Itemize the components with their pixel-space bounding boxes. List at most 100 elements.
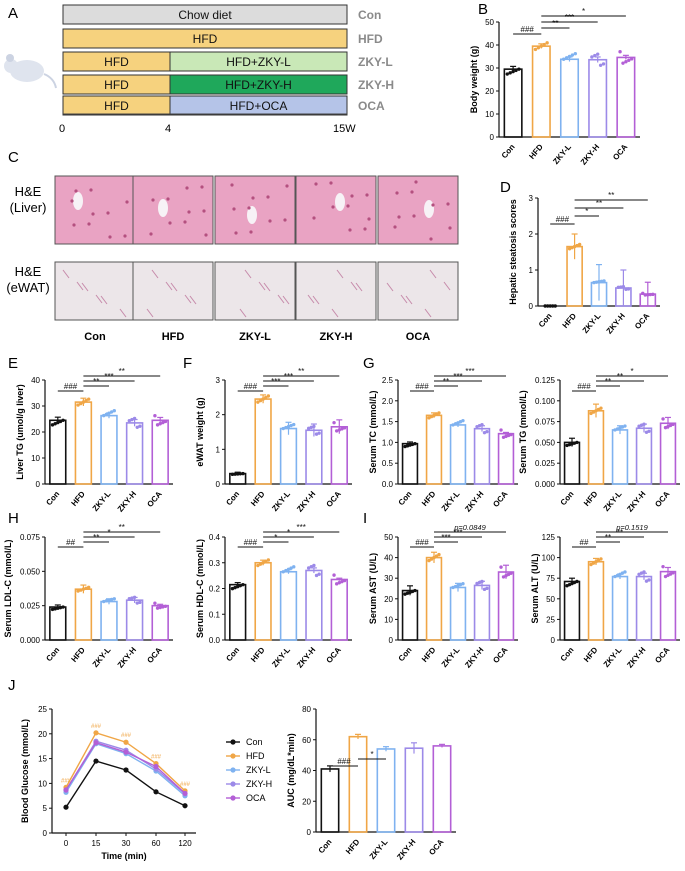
histo-adipocyte-wall <box>277 294 285 304</box>
y-tick-label: 20 <box>31 428 40 437</box>
x-tick-label: OCA <box>633 311 651 331</box>
histo-nucleus <box>414 180 418 184</box>
bar <box>401 442 419 485</box>
data-point <box>241 471 245 476</box>
data-point <box>533 47 538 52</box>
data-point <box>261 561 265 565</box>
data-point <box>50 423 55 427</box>
data-point <box>616 285 621 290</box>
histo-adipocyte-wall <box>146 308 154 318</box>
data-point <box>543 304 547 308</box>
x-tick-label: ZKY-H <box>116 645 138 669</box>
data-point <box>238 583 243 588</box>
data-point <box>545 41 549 45</box>
data-point <box>624 287 628 291</box>
bar <box>473 584 491 641</box>
significance-label: * <box>582 7 585 16</box>
histo-col-label: ZKY-H <box>320 331 353 343</box>
bar <box>616 56 636 138</box>
x-tick-label: ZKY-H <box>295 489 317 513</box>
significance-label: ### <box>521 25 535 34</box>
histo-nucleus <box>312 216 316 220</box>
glucose-significance-label: ### <box>151 755 162 761</box>
design-tick-4: 4 <box>165 123 171 135</box>
data-point <box>591 561 596 565</box>
histo-nucleus <box>363 227 367 231</box>
bar <box>348 735 368 833</box>
histo-adipocyte-wall <box>312 295 320 305</box>
bar <box>659 422 677 485</box>
histo-adipocyte-wall <box>184 294 192 304</box>
data-point <box>340 427 344 431</box>
histo-nucleus <box>365 193 369 197</box>
bar <box>100 414 118 485</box>
data-point <box>56 606 60 610</box>
histo-image-liver <box>54 175 136 245</box>
data-point <box>567 54 572 59</box>
data-point <box>286 567 291 572</box>
histo-col-label: ZKY-L <box>239 331 271 343</box>
series-point <box>153 763 159 770</box>
data-point <box>575 579 579 584</box>
chart-b: 0 10 20 30 40 50 Body weight (g) Con HFD ZKY-L ZKY… <box>469 7 640 167</box>
data-point <box>334 429 339 433</box>
x-tick-label: Con <box>397 489 414 507</box>
y-tick-label: 15 <box>38 755 47 764</box>
design-group-label: ZKY-L <box>358 55 393 69</box>
significance-label: p=0.0849 <box>453 523 486 532</box>
data-point <box>570 53 575 57</box>
histo-nucleus <box>283 218 287 222</box>
x-tick-label: ZKY-L <box>270 489 292 513</box>
y-tick-label: 125 <box>542 533 556 542</box>
data-point <box>434 554 439 558</box>
histo-adipocyte-wall <box>95 294 103 304</box>
data-point <box>130 596 134 600</box>
data-point <box>230 586 235 591</box>
x-tick-label: OCA <box>325 489 343 509</box>
data-point <box>332 573 336 577</box>
histo-nucleus <box>397 215 401 219</box>
x-tick-label: HFD <box>527 142 545 161</box>
bar <box>151 419 169 485</box>
significance-label: * <box>585 207 588 216</box>
y-tick-label: 0.050 <box>535 438 556 447</box>
significance-label: ** <box>119 523 125 532</box>
y-tick-label: 0 <box>43 829 48 838</box>
chart-d: 0 1 2 3 Hepatic steatosis scores Con HFD ZKY-L Z… <box>508 191 660 336</box>
x-tick-label: Con <box>397 645 414 663</box>
x-tick-label: HFD <box>249 645 267 664</box>
y-tick-label: 0 <box>216 480 221 489</box>
data-point <box>314 432 319 436</box>
y-tick-label: 0 <box>307 828 312 837</box>
x-tick-label: OCA <box>427 837 445 857</box>
x-tick-label: 15 <box>92 839 101 848</box>
histo-nucleus <box>367 217 371 221</box>
histo-adipocyte-wall <box>336 269 344 279</box>
histo-nucleus <box>251 196 255 200</box>
data-point <box>127 597 132 601</box>
histo-adipocyte-wall <box>62 269 70 279</box>
series-point <box>123 767 129 773</box>
data-point <box>599 279 604 284</box>
data-point <box>437 411 441 415</box>
design-group-label: OCA <box>358 99 385 113</box>
x-tick-label: Con <box>44 645 61 663</box>
data-point <box>258 562 263 566</box>
x-tick-label: 0 <box>64 839 69 848</box>
histo-adipocyte-wall <box>165 281 173 291</box>
data-point <box>661 564 665 569</box>
significance-label: ### <box>415 382 429 391</box>
histo-nucleus <box>234 231 238 235</box>
data-point <box>596 558 601 563</box>
histo-nucleus <box>346 204 350 208</box>
y-axis-label: Liver TG (umol/g liver) <box>15 384 25 480</box>
data-point <box>236 472 240 476</box>
data-point <box>230 472 235 477</box>
histo-nucleus <box>230 183 234 187</box>
y-axis-label: Serum TC (mmol/L) <box>368 390 378 473</box>
data-point <box>627 58 631 62</box>
x-tick-label: Con <box>559 489 576 507</box>
series-point <box>123 749 129 755</box>
